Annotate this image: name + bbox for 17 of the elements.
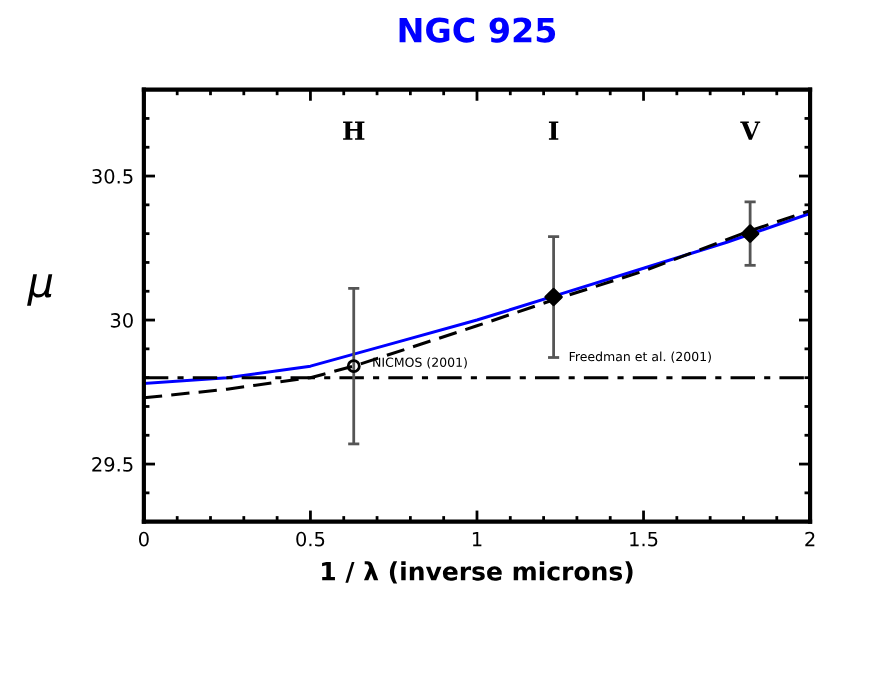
x-tick-label: 2	[805, 531, 815, 547]
x-tick-label: 0.5	[296, 531, 325, 547]
y-axis-title: μ	[27, 274, 53, 306]
x-axis-title: 1 / λ (inverse microns)	[322, 561, 633, 584]
point	[544, 287, 563, 307]
x-tick-label: 0	[138, 531, 149, 547]
annotation: V	[740, 121, 761, 140]
x-tick-label: 1.5	[630, 532, 658, 547]
annotation: H	[343, 121, 365, 140]
x-tick-label: 1	[472, 532, 482, 547]
y-tick-label: 30	[110, 313, 133, 328]
y-tick-label: 29.5	[92, 457, 133, 472]
point	[346, 359, 361, 374]
point	[740, 224, 760, 243]
y-tick-label: 30.5	[92, 169, 133, 184]
annotation: I	[548, 121, 559, 140]
chart-title: NGC 925	[399, 17, 556, 43]
